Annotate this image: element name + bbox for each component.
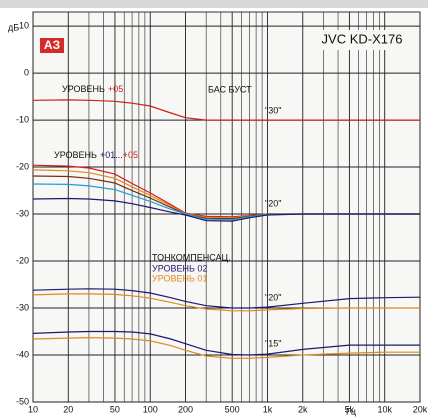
- y-tick-label: -50: [16, 396, 29, 406]
- y-tick-label: -30: [16, 208, 29, 218]
- badge-box: [40, 38, 64, 53]
- annotation-part: +01: [100, 150, 115, 160]
- series-line: [32, 288, 421, 309]
- annotation: УРОВЕНЬ 02: [152, 263, 207, 273]
- y-tick-label: 10: [19, 20, 29, 30]
- y-tick-label: 0: [24, 67, 29, 77]
- y-tick-label: -10: [16, 114, 29, 124]
- series-line: [32, 99, 420, 121]
- y-tick-label: -20: [16, 161, 29, 171]
- x-tick-label: 10: [28, 404, 38, 414]
- annotation-part: ...: [115, 150, 123, 160]
- chart-title: JVC KD-X176: [322, 31, 403, 46]
- x-tick-label: 2k: [298, 404, 308, 414]
- x-tick-label: 5k: [345, 404, 355, 414]
- series-line: [32, 330, 420, 356]
- annotation: "30": [265, 105, 281, 115]
- top-bar: [0, 0, 428, 8]
- x-unit: Гц: [346, 406, 356, 416]
- annotation: ТОНКОМПЕНСАЦ.: [152, 252, 231, 262]
- y-unit: дБ: [8, 22, 19, 32]
- series-line: [32, 293, 420, 312]
- y-tick-label: -40: [16, 349, 29, 359]
- annotation: УРОВЕНЬ +05: [62, 84, 123, 94]
- lines: [32, 99, 421, 359]
- annotation-part: УРОВЕНЬ: [62, 84, 105, 94]
- x-tick-label: 20k: [413, 404, 428, 414]
- series-line: [32, 336, 420, 359]
- y-tick-label: -20: [16, 255, 29, 265]
- x-tick-label: 50: [110, 404, 120, 414]
- grid: [32, 12, 421, 403]
- annotation-part: УРОВЕНЬ: [54, 150, 97, 160]
- annotation: УРОВЕНЬ 01: [152, 273, 207, 283]
- annotation: УРОВЕНЬ +01...+05: [54, 150, 138, 160]
- annotation: "15": [265, 338, 281, 348]
- x-tick-label: 200: [178, 404, 193, 414]
- x-tick-label: 500: [225, 404, 240, 414]
- y-tick-label: -30: [16, 302, 29, 312]
- x-tick-label: 10k: [377, 404, 392, 414]
- series-line: [32, 197, 420, 222]
- badge: АЗ: [44, 38, 60, 52]
- plot-frame: [32, 11, 421, 403]
- annotation: "20": [265, 198, 281, 208]
- annotation: "20": [265, 292, 281, 302]
- annotation-part: +05: [123, 150, 138, 160]
- annotation-part: +05: [108, 84, 123, 94]
- annotation: БАС БУСТ: [208, 84, 252, 94]
- x-tick-label: 100: [143, 404, 158, 414]
- title-bg: [312, 30, 412, 50]
- x-tick-label: 20: [63, 404, 73, 414]
- x-tick-label: 1k: [263, 404, 273, 414]
